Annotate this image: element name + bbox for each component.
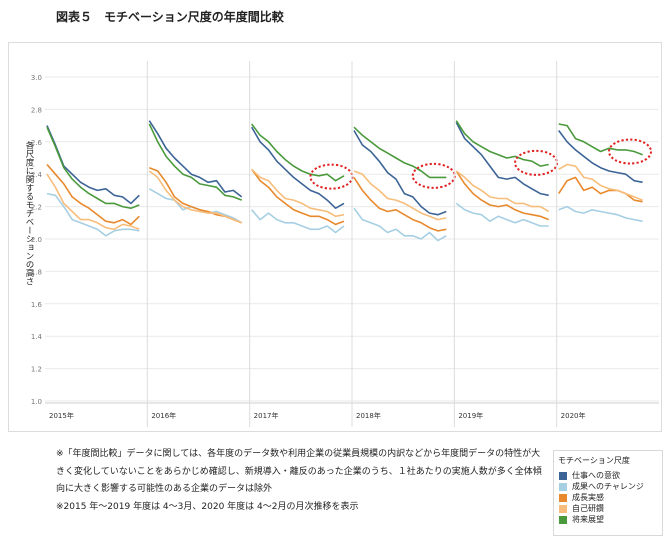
legend-item: 将来展望 [559, 514, 662, 525]
legend: モチベーション尺度 仕事への意欲 成果へのチャレンジ 成長実感 自己研鑽 将来展… [553, 450, 663, 536]
highlight-ellipse [411, 162, 456, 189]
legend-label: 仕事への意欲 [572, 471, 620, 480]
y-tick-label: 1.8 [31, 268, 42, 276]
series-line [251, 168, 345, 218]
panel-year-label: 2018年 [356, 411, 381, 420]
series-line [455, 202, 549, 227]
series-line [251, 123, 345, 182]
series-line [46, 126, 140, 209]
panel-year-label: 2017年 [254, 411, 279, 420]
series-line [558, 123, 643, 156]
panel-year-label: 2020年 [561, 411, 586, 420]
y-axis-label: 各尺度に関するモチベーションの高さ [24, 141, 34, 286]
legend-label: 成長実感 [572, 493, 604, 502]
legend-label: 成果へのチャレンジ [572, 482, 644, 491]
series-line [455, 170, 549, 221]
legend-swatch [559, 482, 567, 491]
series-line [558, 130, 643, 184]
series-line [251, 168, 345, 226]
y-tick-label: 1.0 [31, 398, 42, 406]
legend-swatch [559, 504, 567, 513]
panel-year-label: 2015年 [49, 411, 74, 420]
notes: ※「年度間比較」データに関しては、各年度のデータ数や利用企業の従業員規模の内訳な… [56, 446, 548, 516]
chart-plot: 1.0 1.2 1.4 1.6 1.8 2.0 2.2 2.4 2.6 2.8 3.0 2015年 20… [31, 61, 659, 427]
y-tick-label: 2.8 [31, 106, 42, 114]
legend-swatch [559, 515, 567, 524]
series-line [558, 176, 643, 203]
y-tick-label: 2.2 [31, 204, 42, 212]
legend-swatch [559, 471, 567, 480]
chart-frame: 1.0 1.2 1.4 1.6 1.8 2.0 2.2 2.4 2.6 2.8 3.0 2015年 20… [8, 42, 662, 432]
series-line [455, 120, 549, 167]
series-line [455, 170, 550, 213]
legend-item: 成長実感 [559, 492, 662, 503]
y-tick-label: 1.4 [31, 333, 43, 341]
series-line [251, 209, 345, 234]
panel-year-label: 2019年 [458, 411, 483, 420]
chart-title: 図表５ モチベーション尺度の年度間比較 [56, 10, 284, 24]
series-line [353, 126, 447, 179]
note-1: ※「年度間比較」データに関しては、各年度のデータ数や利用企業の従業員規模の内訳な… [56, 449, 542, 494]
series-line [353, 207, 447, 242]
legend-item: 成果へのチャレンジ [559, 481, 662, 492]
legend-item: 自己研鑽 [559, 503, 662, 514]
series-line [46, 163, 140, 226]
note-2: ※2015 年～2019 年度は 4～3月、2020 年度は 4～2月の月次推移… [56, 501, 359, 512]
series-line [251, 126, 345, 209]
series-line [558, 205, 643, 222]
series-line [46, 125, 140, 205]
legend-label: 自己研鑽 [572, 504, 604, 513]
panel-year-label: 2016年 [151, 411, 176, 420]
legend-title: モチベーション尺度 [558, 456, 630, 465]
series-line [46, 173, 140, 231]
series-line [353, 176, 447, 232]
series-line [148, 170, 242, 224]
y-tick-label: 2.6 [31, 139, 43, 147]
series-line [353, 170, 447, 221]
y-tick-label: 3.0 [31, 74, 42, 82]
y-tick-label: 1.6 [31, 301, 43, 309]
series-line [46, 192, 140, 237]
series-line [148, 120, 243, 198]
y-tick-label: 1.2 [31, 366, 42, 374]
highlight-ellipse [608, 138, 653, 165]
y-tick-label: 2.0 [31, 236, 42, 244]
legend-swatch [559, 493, 567, 502]
legend-label: 将来展望 [572, 515, 604, 524]
series-line [455, 122, 549, 197]
series-line [353, 130, 447, 216]
legend-item: 仕事への意欲 [559, 470, 662, 481]
y-tick-label: 2.4 [31, 171, 43, 179]
series-line [558, 163, 643, 201]
series-line [148, 123, 242, 201]
